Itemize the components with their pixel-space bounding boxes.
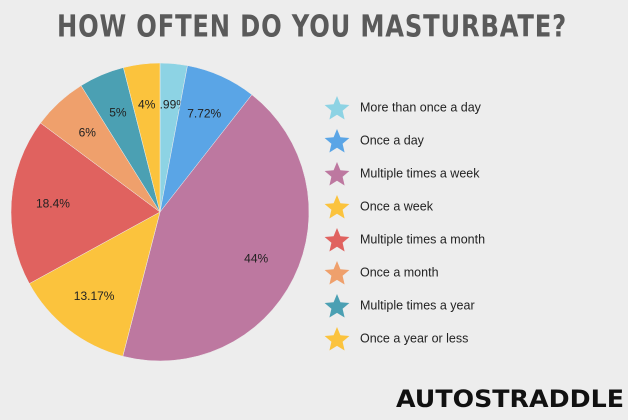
data-label: 6% [79,125,97,139]
legend-label: More than once a day [360,100,482,114]
legend-marker [324,162,350,186]
data-label: 7.72% [187,106,221,120]
legend-marker [324,294,350,318]
legend-label: Multiple times a week [360,166,480,180]
legend-label: Multiple times a month [360,232,485,246]
legend-label: Once a week [360,199,434,213]
data-label: 5% [109,105,127,119]
legend-label: Multiple times a year [360,298,475,312]
legend-label: Once a month [360,265,439,279]
data-label: 2.99% [153,97,187,111]
data-label: 44% [244,252,268,266]
data-label: 4% [138,98,156,112]
legend-label: Once a year or less [360,331,468,345]
legend-marker [324,129,350,153]
pie-slice [123,62,161,213]
legend-label: Once a day [360,133,425,147]
legend-marker [324,228,350,252]
logo: AUTOSTRADDLE [396,385,624,413]
legend-marker [324,327,350,351]
pie-slice [28,211,161,357]
pie-slice [10,122,161,284]
chart-title: HOW OFTEN DO YOU MASTURBATE? [57,10,567,45]
data-label: 13.17% [74,289,115,303]
legend-marker [324,261,350,285]
data-label: 18.4% [36,197,70,211]
pie-slice [122,94,310,362]
legend-marker [324,96,350,120]
legend-marker [324,195,350,219]
